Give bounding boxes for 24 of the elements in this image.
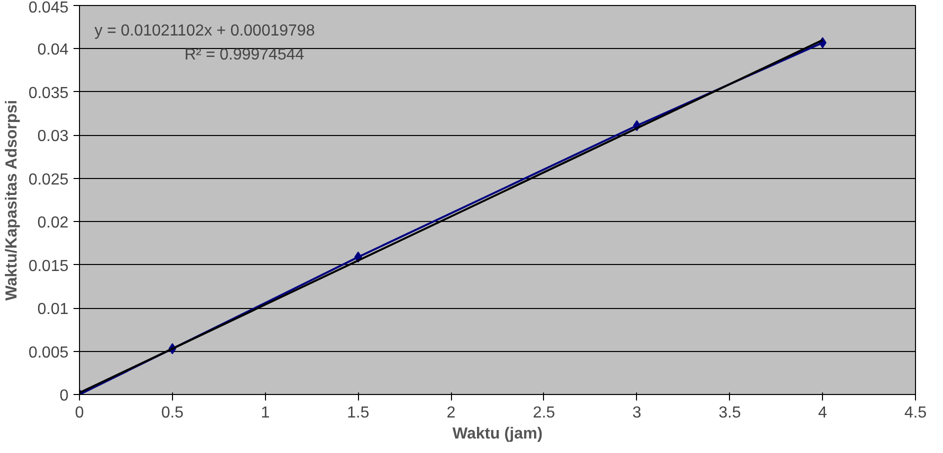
y-tick-label: 0.045 [28, 0, 69, 16]
y-axis-title: Waktu/Kapasitas Adsorpsi [3, 100, 20, 301]
x-tick-label: 4.5 [904, 404, 927, 422]
y-tick-label: 0.015 [28, 258, 69, 275]
annotation: R² = 0.99974544 [184, 46, 304, 64]
x-axis-title: Waktu (jam) [452, 426, 543, 442]
y-tick-label: 0 [60, 388, 69, 404]
x-tick-label: 4 [818, 404, 828, 422]
annotation: y = 0.01021102x + 0.00019798 [94, 22, 315, 40]
y-tick-label: 0.025 [28, 171, 69, 188]
y-tick-label: 0.005 [28, 344, 69, 362]
x-tick-label: 2.5 [532, 404, 556, 422]
y-tick-label: 0.035 [28, 84, 69, 102]
x-tick-label: 0.5 [161, 404, 184, 422]
x-tick-label: 1 [260, 404, 270, 422]
y-tick-label: 0.03 [37, 128, 69, 146]
x-tick-label: 0 [75, 404, 84, 422]
y-tick-label: 0.01 [37, 301, 69, 318]
x-tick-label: 3 [632, 404, 642, 422]
x-tick-label: 1.5 [347, 404, 370, 422]
x-tick-label: 2 [446, 404, 456, 422]
y-tick-label: 0.02 [37, 214, 69, 232]
x-tick-label: 3.5 [718, 404, 741, 422]
y-tick-label: 0.04 [37, 42, 69, 59]
